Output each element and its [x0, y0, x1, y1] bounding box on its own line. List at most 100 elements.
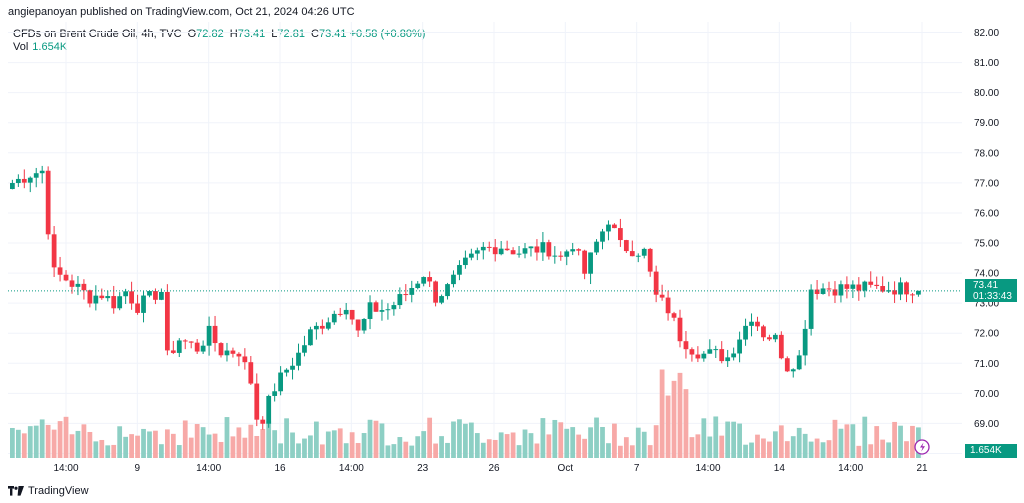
- candle-body: [206, 325, 212, 346]
- candle-body: [558, 255, 564, 257]
- candle: [463, 250, 468, 269]
- candle: [361, 318, 367, 334]
- candle-body: [486, 246, 492, 248]
- volume-bar: [665, 395, 671, 458]
- candle: [457, 260, 462, 281]
- candle-body: [802, 328, 808, 356]
- candle-body: [528, 246, 534, 249]
- candle-body: [248, 362, 254, 384]
- volume-bar: [284, 418, 289, 458]
- candle-body: [737, 339, 742, 354]
- volume-bar: [212, 433, 218, 458]
- candle-body: [337, 313, 343, 315]
- volume-bar: [439, 436, 444, 458]
- volume-bar: [463, 423, 468, 458]
- volume-bar: [248, 424, 254, 458]
- candle: [772, 333, 778, 343]
- candle: [761, 324, 766, 342]
- candle-body: [594, 241, 599, 253]
- candle-body: [808, 289, 814, 329]
- candle: [39, 165, 45, 184]
- volume-bar: [457, 419, 462, 458]
- volume-bar: [510, 432, 516, 458]
- candle: [618, 218, 623, 247]
- candle-body: [242, 356, 248, 363]
- candle-body: [510, 250, 516, 255]
- candle-body: [570, 249, 576, 252]
- candle: [379, 299, 385, 321]
- volume-bar: [123, 436, 129, 458]
- last-price-badge: 73.41 01:33:43: [965, 279, 1017, 302]
- candle: [534, 239, 540, 261]
- volume-bar: [343, 443, 349, 458]
- candle: [176, 338, 182, 358]
- grid: [8, 22, 962, 458]
- volume-bar: [755, 434, 760, 458]
- volume-bar: [75, 430, 81, 458]
- symbol-label[interactable]: CFDs on Brent Crude Oil, 4h, TVC: [13, 28, 182, 40]
- open-label: O: [187, 28, 197, 40]
- volume-bar: [731, 421, 737, 458]
- time-tick-label: 9: [135, 463, 141, 474]
- candle-body: [480, 246, 486, 251]
- candle: [820, 283, 826, 295]
- volume-bar: [784, 441, 790, 458]
- volume-bar: [331, 430, 337, 458]
- volume-bar: [594, 417, 599, 458]
- volume-bar: [176, 445, 182, 458]
- last-volume-badge: 1.654K: [965, 444, 1017, 458]
- high-value: 73.41: [237, 28, 266, 40]
- volume-bar: [850, 424, 856, 458]
- candle: [194, 339, 200, 354]
- candle-body: [87, 290, 93, 304]
- candle-body: [814, 289, 820, 294]
- candle-body: [600, 231, 605, 242]
- candle-body: [749, 321, 754, 326]
- candle: [796, 350, 802, 371]
- volume-bar: [325, 431, 331, 458]
- candle: [814, 279, 820, 300]
- candle: [767, 334, 772, 342]
- candle-body: [820, 288, 826, 294]
- volume-bar: [582, 438, 588, 458]
- volume-bar: [796, 427, 802, 458]
- candle-body: [623, 240, 629, 252]
- candle-body: [57, 267, 63, 275]
- volume-bar: [600, 426, 605, 458]
- volume-bar: [81, 424, 87, 458]
- candle-body: [504, 248, 510, 251]
- volume-bar: [147, 431, 152, 458]
- volume-bar: [618, 445, 623, 458]
- candle-body: [564, 251, 570, 257]
- candle: [182, 339, 188, 350]
- candle: [451, 270, 456, 288]
- candle-body: [719, 349, 725, 362]
- volume-bar: [421, 431, 427, 458]
- candle-body: [689, 349, 695, 355]
- volume-bar: [200, 427, 206, 458]
- high-label: H: [229, 28, 238, 40]
- candle: [623, 239, 629, 253]
- candle: [695, 346, 701, 363]
- candle: [331, 310, 337, 325]
- tradingview-footer[interactable]: TradingView: [8, 485, 89, 497]
- candle: [850, 280, 856, 299]
- volume-bar: [832, 419, 838, 458]
- volume-bar: [337, 428, 343, 458]
- candle: [725, 349, 731, 367]
- candle: [749, 313, 754, 337]
- volume-bar: [701, 418, 707, 458]
- volume-bar: [355, 443, 361, 458]
- candle: [159, 288, 164, 301]
- candle: [898, 277, 903, 301]
- candle-body: [27, 177, 33, 183]
- time-tick-label: 26: [488, 463, 500, 474]
- candle-body: [498, 248, 504, 255]
- alert-icon[interactable]: [914, 439, 930, 455]
- candle-body: [391, 305, 397, 310]
- candle: [308, 326, 313, 346]
- volume-bar: [427, 417, 433, 458]
- price-tick-label: 72.00: [974, 329, 999, 340]
- volume-bar: [904, 441, 909, 458]
